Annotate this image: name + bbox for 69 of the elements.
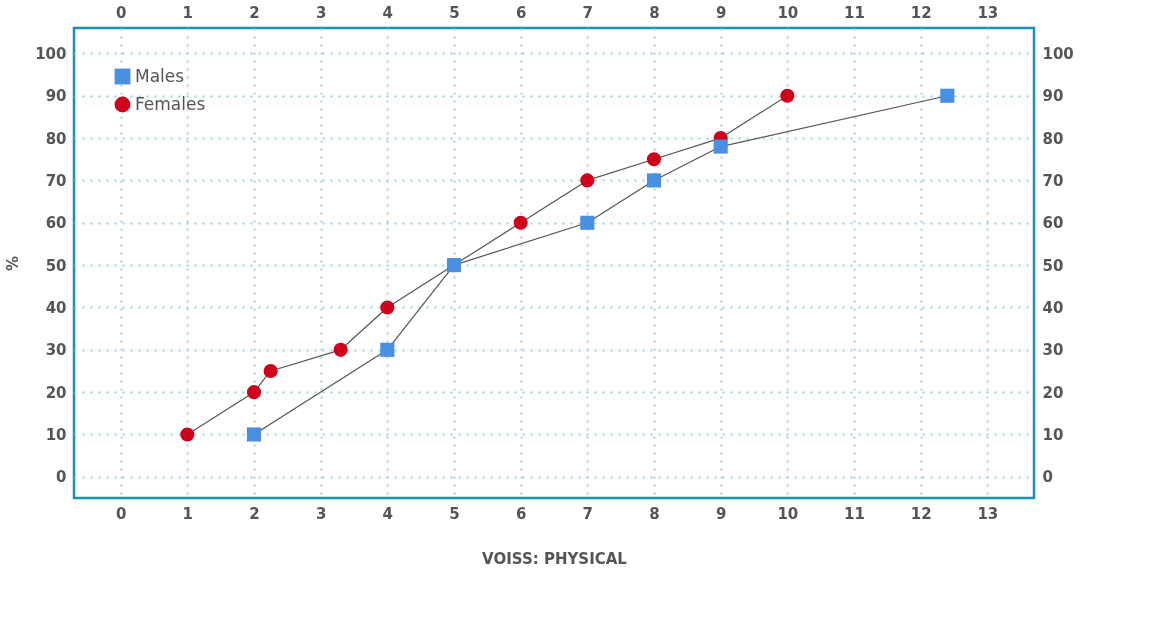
x2-tick-label: 6 <box>515 3 527 22</box>
y-axis-title: % <box>4 255 23 272</box>
point <box>713 139 728 154</box>
y-tick-label: 90 <box>45 87 67 106</box>
x-tick-label: 11 <box>844 504 865 523</box>
y2-tick-label: 20 <box>1042 383 1064 402</box>
y-tick-label: 70 <box>45 171 67 190</box>
point <box>940 88 955 103</box>
x-tick-label: 2 <box>249 504 260 523</box>
x-tick-label: 0 <box>115 504 127 523</box>
y-tick-label: 10 <box>45 425 67 444</box>
x-tick-label: 12 <box>910 504 932 523</box>
y2-tick-label: 50 <box>1042 256 1064 275</box>
x2-tick-label: 13 <box>977 3 999 22</box>
x-axis-title: VOISS: PHYSICAL <box>482 549 628 568</box>
y2-tick-label: 30 <box>1042 341 1064 360</box>
point <box>263 363 278 379</box>
point <box>380 300 395 315</box>
x2-tick-label: 11 <box>844 3 865 22</box>
y2-tick-label: 80 <box>1042 129 1064 148</box>
point <box>513 215 528 230</box>
x-tick-label: 1 <box>182 504 194 523</box>
y2-tick-label: 40 <box>1042 298 1064 317</box>
y-tick-label: 20 <box>45 383 67 402</box>
x-tick-label: 9 <box>715 504 727 523</box>
y2-tick-label: 60 <box>1042 214 1064 233</box>
x2-tick-label: 4 <box>382 3 394 22</box>
y-tick-label: 0 <box>56 468 67 487</box>
x2-tick-label: 7 <box>582 3 594 22</box>
y-tick-label: 30 <box>45 341 67 360</box>
y-tick-label: 80 <box>45 129 67 148</box>
point <box>380 342 395 357</box>
point <box>646 173 662 188</box>
point <box>580 215 595 230</box>
point <box>246 385 262 400</box>
legend-label: Males <box>135 65 185 86</box>
y-tick-label: 40 <box>45 298 67 317</box>
x2-tick-label: 12 <box>910 3 932 22</box>
x-tick-label: 5 <box>449 504 460 523</box>
x-tick-label: 4 <box>382 504 394 523</box>
x2-tick-label: 9 <box>715 3 727 22</box>
point <box>333 342 348 357</box>
y2-tick-label: 100 <box>1042 44 1074 63</box>
x-tick-label: 3 <box>315 504 327 523</box>
point <box>180 427 195 442</box>
x2-tick-label: 0 <box>115 3 127 22</box>
x2-tick-label: 8 <box>649 3 660 22</box>
x-tick-label: 7 <box>582 504 594 523</box>
x2-tick-label: 5 <box>449 3 460 22</box>
point <box>246 427 262 442</box>
x2-tick-label: 3 <box>315 3 327 22</box>
x-tick-label: 13 <box>977 504 999 523</box>
point <box>646 152 662 167</box>
y2-tick-label: 10 <box>1042 425 1064 444</box>
x-tick-label: 10 <box>777 504 799 523</box>
y-tick-label: 100 <box>35 44 67 63</box>
point <box>580 173 595 188</box>
x2-tick-label: 2 <box>249 3 260 22</box>
y2-tick-label: 70 <box>1042 171 1064 190</box>
y-tick-label: 60 <box>45 214 67 233</box>
legend-label: Females <box>135 93 206 114</box>
x-tick-label: 8 <box>649 504 660 523</box>
x2-tick-label: 10 <box>777 3 799 22</box>
y2-tick-label: 90 <box>1042 87 1064 106</box>
point <box>780 88 795 103</box>
x2-tick-label: 1 <box>182 3 194 22</box>
y2-tick-label: 0 <box>1042 468 1053 487</box>
x-tick-label: 6 <box>515 504 527 523</box>
y-tick-label: 50 <box>45 256 67 275</box>
